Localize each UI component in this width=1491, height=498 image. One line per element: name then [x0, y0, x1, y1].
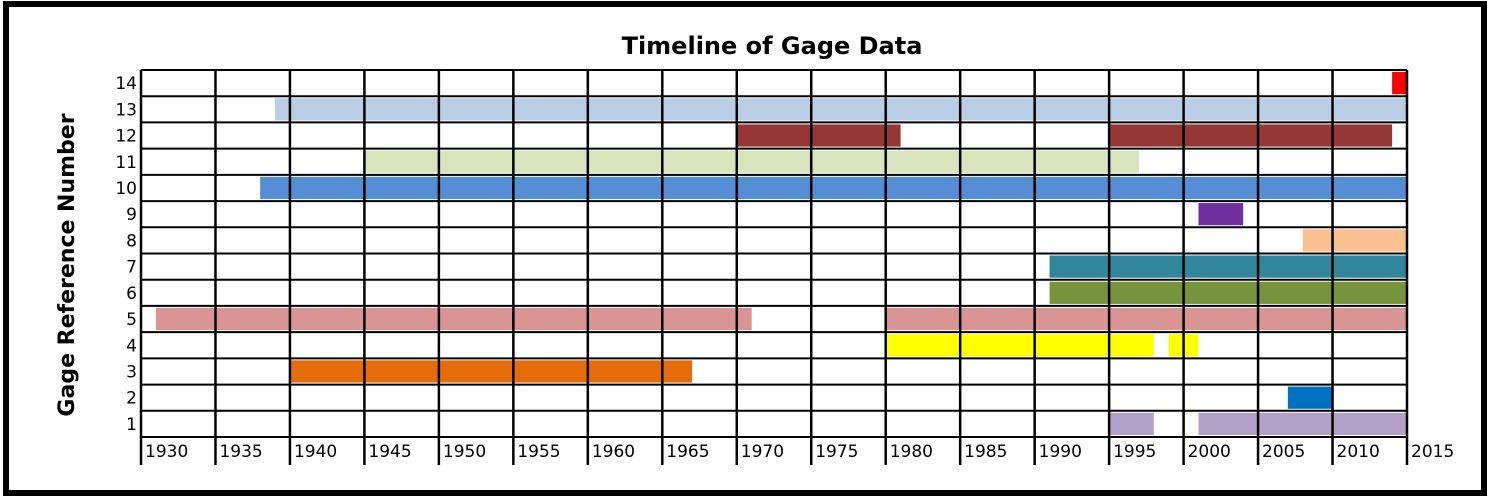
- row-label: 5: [126, 310, 137, 330]
- x-tick-label: 1965: [666, 442, 709, 462]
- y-axis-label: Gage Reference Number: [55, 113, 80, 416]
- row-label: 1: [126, 415, 137, 435]
- timeline-bar: [1109, 412, 1154, 435]
- row-label: 7: [126, 258, 137, 278]
- timeline-bar: [275, 98, 1407, 121]
- timeline-bar: [1198, 412, 1407, 435]
- x-tick-label: 2010: [1337, 442, 1380, 462]
- timeline-bar: [885, 307, 1407, 331]
- row-label: 9: [126, 205, 137, 225]
- x-tick-label: 1945: [368, 442, 411, 462]
- row-label: 4: [126, 336, 137, 356]
- timeline-bar: [1287, 386, 1333, 409]
- timeline-bar: [1049, 255, 1407, 278]
- chart-title: Timeline of Gage Data: [622, 32, 923, 60]
- timeline-bar: [364, 150, 1139, 173]
- x-tick-label: 2005: [1262, 442, 1305, 462]
- row-label: 6: [126, 284, 137, 304]
- x-tick-label: 1985: [964, 442, 1007, 462]
- x-tick-label: 1975: [815, 442, 858, 462]
- row-label: 14: [115, 74, 137, 94]
- x-tick-label: 1935: [219, 442, 262, 462]
- row-label: 10: [115, 179, 137, 199]
- timeline-bar: [1049, 281, 1407, 304]
- x-tick-label: 1980: [890, 442, 933, 462]
- row-label: 8: [126, 231, 137, 251]
- x-tick-label: 1960: [592, 442, 635, 462]
- x-tick-label: 1955: [517, 442, 560, 462]
- row-label: 13: [115, 100, 137, 120]
- x-tick-label: 1930: [145, 442, 188, 462]
- x-tick-label: 1950: [443, 442, 486, 462]
- timeline-bar: [289, 360, 693, 383]
- timeline-bar: [1392, 72, 1407, 95]
- x-tick-label: 1970: [741, 442, 784, 462]
- row-label: 2: [126, 389, 137, 409]
- x-tick-label: 1940: [294, 442, 337, 462]
- timeline-bar: [885, 334, 1154, 357]
- timeline-bar: [736, 124, 901, 147]
- x-tick-label: 2015: [1411, 442, 1454, 462]
- x-tick-label: 2000: [1188, 442, 1231, 462]
- timeline-bar: [1302, 229, 1407, 252]
- timeline-bar: [1198, 203, 1244, 226]
- row-label: 11: [115, 153, 137, 173]
- timeline-bar: [155, 307, 752, 331]
- x-tick-label: 1995: [1113, 442, 1156, 462]
- timeline-bar: [260, 176, 1407, 200]
- row-label: 3: [126, 362, 137, 382]
- row-label: 12: [115, 127, 137, 147]
- x-tick-label: 1990: [1039, 442, 1082, 462]
- timeline-bar: [1109, 124, 1393, 147]
